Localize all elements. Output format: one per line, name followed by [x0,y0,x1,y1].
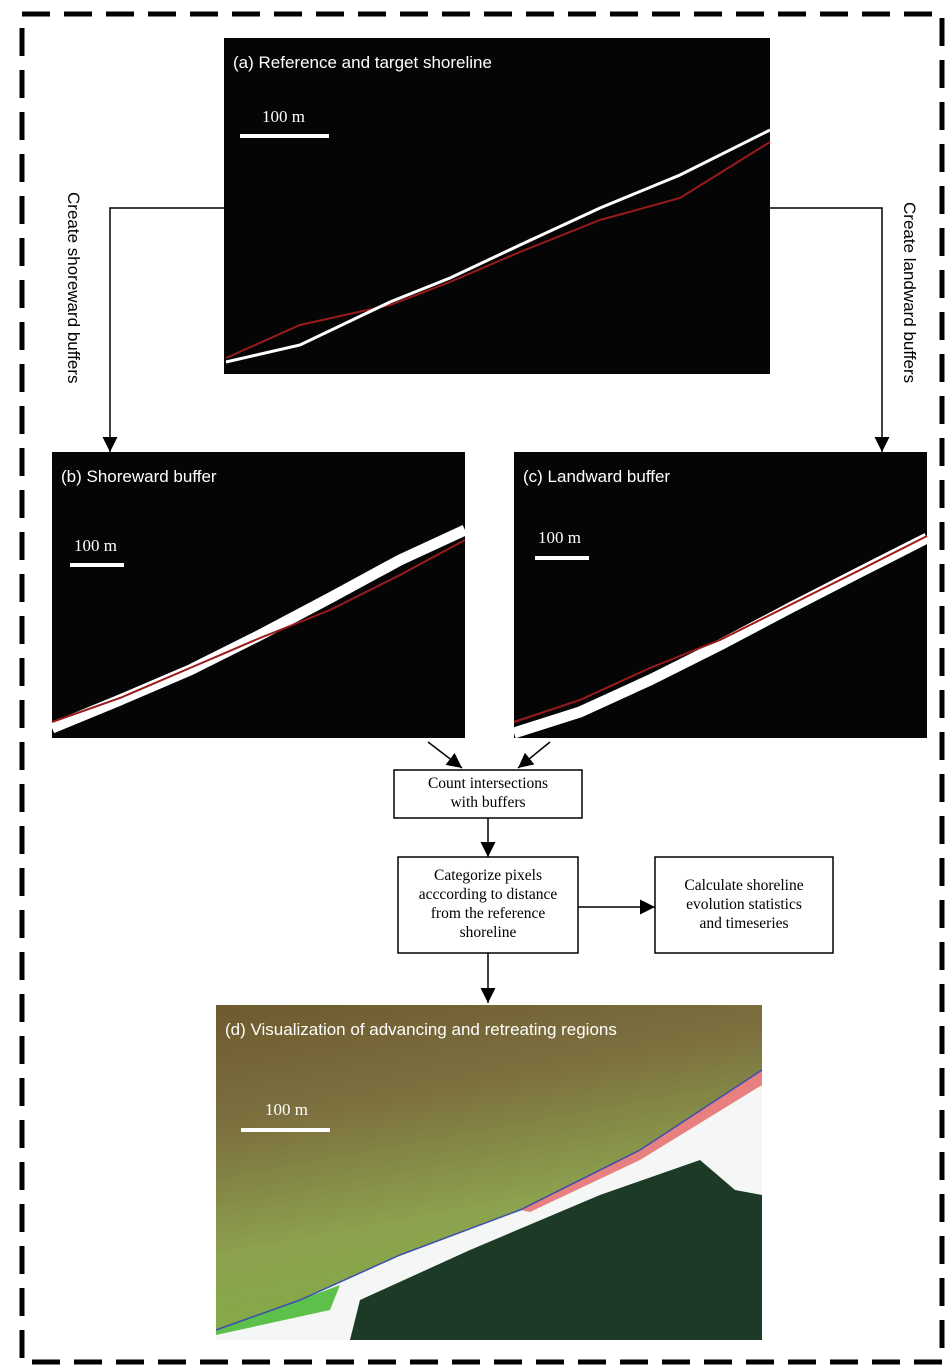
box-text: acccording to distance [419,886,558,903]
panel-label: (b) Shoreward buffer [61,467,217,486]
scale-label: 100 m [538,528,581,547]
panel-label: (c) Landward buffer [523,467,670,486]
scale-label: 100 m [74,536,117,555]
box-text: evolution statistics [686,896,802,913]
box-text: and timeseries [699,915,788,932]
scale-label: 100 m [262,107,305,126]
panel-b: (b) Shoreward buffer 100 m [52,452,465,738]
panel-a: (a) Reference and target shoreline 100 m [224,38,770,374]
scale-label: 100 m [265,1100,308,1119]
box-text: Calculate shoreline [684,877,803,894]
diagram: (a) Reference and target shoreline 100 m… [0,0,945,1371]
box-text: from the reference [431,905,546,922]
panel-c: (c) Landward buffer 100 m [514,452,927,738]
arrow-label: Create landward buffers [900,202,919,383]
box-text: shoreline [460,924,517,941]
box-text: Count intersections [428,775,548,792]
arrow-label: Create shoreward buffers [64,192,83,384]
box-text: with buffers [450,794,525,811]
panel-d: (d) Visualization of advancing and retre… [216,1005,762,1340]
box-text: Categorize pixels [434,867,542,884]
panel-label: (d) Visualization of advancing and retre… [225,1020,617,1039]
panel-label: (a) Reference and target shoreline [233,53,492,72]
